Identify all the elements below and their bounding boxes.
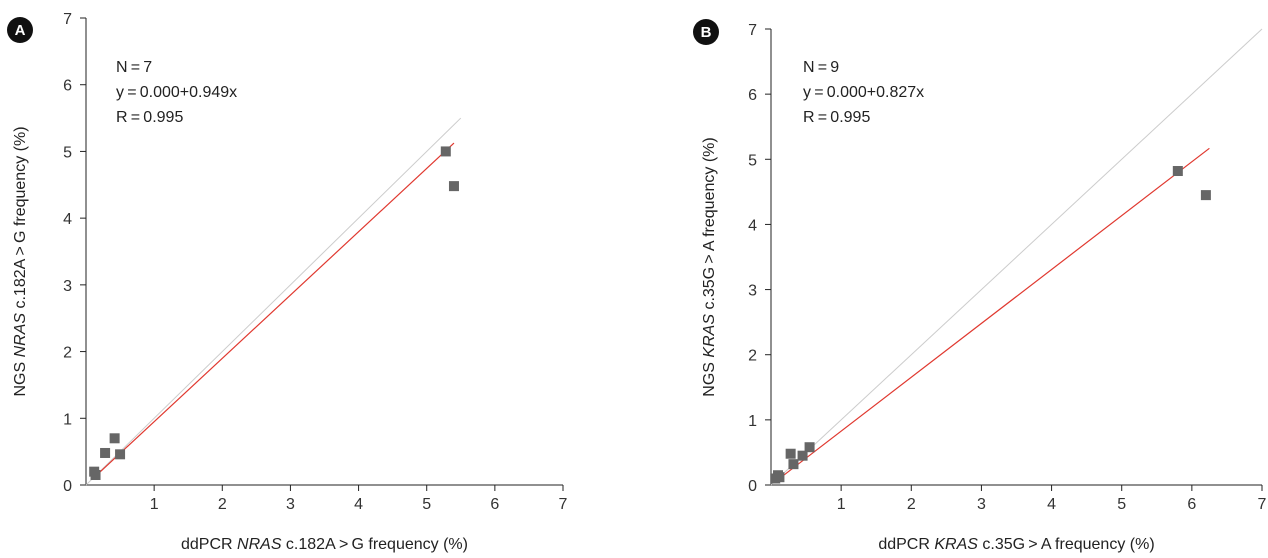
y-tick-label: 5 — [63, 144, 72, 161]
data-point — [1173, 166, 1183, 176]
x-tick-label: 5 — [422, 496, 431, 513]
y-tick-label: 4 — [63, 211, 72, 228]
x-tick-label: 3 — [977, 496, 986, 513]
x-axis-title: ddPCR KRAS c.35G > A frequency (%) — [878, 536, 1154, 553]
panel-b: B 1 2 3 4 5 6 7 0 1 2 3 4 5 6 7 N = 9 y = 0.000+0.827x R =… — [693, 19, 1267, 553]
x-axis-title: ddPCR NRAS c.182A > G frequency (%) — [181, 536, 468, 553]
panel-label: B — [701, 24, 712, 41]
y-tick-label: 6 — [748, 87, 757, 104]
y-axis-title: NGS NRAS c.182A > G frequency (%) — [12, 126, 29, 396]
data-point — [449, 181, 459, 191]
x-tick-label: 1 — [837, 496, 846, 513]
y-tick-label: 2 — [748, 348, 757, 365]
y-tick-label: 3 — [63, 278, 72, 295]
regression-line — [93, 143, 454, 479]
x-tick-label: 3 — [286, 496, 295, 513]
stat-annotation: N = 9 — [803, 59, 839, 76]
y-tick-label: 5 — [748, 152, 757, 169]
y-tick-label: 7 — [63, 11, 72, 28]
panel-a: A 1 2 3 4 5 6 7 0 1 2 3 4 5 6 7 N = 7 y = 0.000+0.949x R =… — [7, 11, 568, 553]
stat-annotation: y = 0.000+0.949x — [116, 84, 237, 101]
y-tick-label: 3 — [748, 283, 757, 300]
x-tick-label: 6 — [1187, 496, 1196, 513]
data-point — [100, 448, 110, 458]
data-point — [1201, 190, 1211, 200]
y-tick-label: 1 — [748, 413, 757, 430]
data-point — [441, 146, 451, 156]
stat-annotation: R = 0.995 — [116, 109, 183, 126]
y-tick-label: 6 — [63, 78, 72, 95]
data-point — [110, 433, 120, 443]
regression-line — [775, 148, 1210, 482]
panel-label: A — [15, 22, 26, 39]
x-tick-label: 7 — [559, 496, 568, 513]
y-tick-label: 1 — [63, 411, 72, 428]
x-tick-label: 7 — [1258, 496, 1267, 513]
data-point — [805, 442, 815, 452]
data-point — [115, 449, 125, 459]
y-tick-label: 7 — [748, 22, 757, 39]
stat-annotation: N = 7 — [116, 59, 152, 76]
stat-annotation: R = 0.995 — [803, 109, 870, 126]
x-tick-label: 5 — [1117, 496, 1126, 513]
data-point — [91, 470, 101, 480]
identity-line — [86, 118, 461, 485]
x-tick-label: 2 — [907, 496, 916, 513]
x-tick-label: 6 — [490, 496, 499, 513]
y-tick-label: 2 — [63, 345, 72, 362]
x-tick-label: 4 — [1047, 496, 1056, 513]
y-tick-label: 0 — [748, 478, 757, 495]
y-tick-label: 4 — [748, 217, 757, 234]
y-tick-label: 0 — [63, 478, 72, 495]
x-tick-label: 4 — [354, 496, 363, 513]
data-point — [788, 459, 798, 469]
data-point — [786, 449, 796, 459]
data-point — [774, 472, 784, 482]
x-tick-label: 1 — [150, 496, 159, 513]
x-tick-label: 2 — [218, 496, 227, 513]
y-axis-title: NGS KRAS c.35G > A frequency (%) — [701, 137, 718, 396]
stat-annotation: y = 0.000+0.827x — [803, 84, 924, 101]
